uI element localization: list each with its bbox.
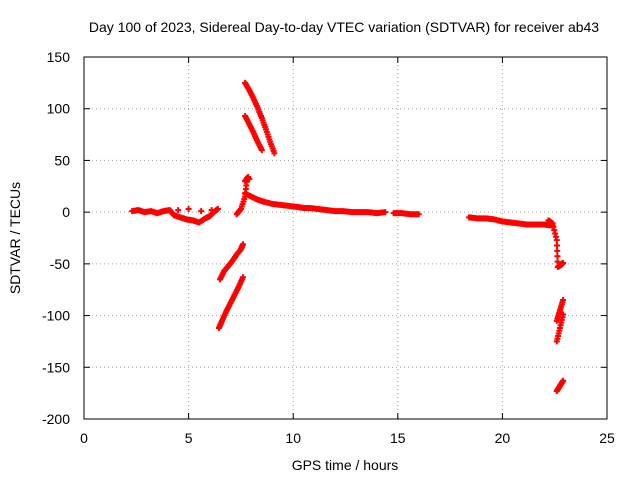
series-steep-low bbox=[242, 112, 265, 154]
y-tick-label: 150 bbox=[47, 49, 71, 65]
series-arc-a bbox=[215, 274, 246, 331]
data-point bbox=[245, 173, 252, 180]
x-tick-label: 15 bbox=[390, 430, 406, 446]
axis-ticks bbox=[83, 56, 608, 420]
series-tail bbox=[545, 217, 567, 395]
series-mid-cluster bbox=[242, 190, 389, 217]
data-points bbox=[129, 79, 567, 395]
x-axis-label: GPS time / hours bbox=[292, 457, 399, 473]
y-tick-label: 0 bbox=[62, 204, 70, 220]
series-steep-high bbox=[242, 79, 278, 157]
x-tick-label: 5 bbox=[185, 430, 193, 446]
tick-labels: 0 5 10 15 20 25 -200 -150 -100 -50 0 50 100 150 bbox=[42, 49, 615, 446]
data-point bbox=[554, 247, 561, 254]
plot-frame bbox=[83, 56, 608, 420]
data-point bbox=[382, 209, 389, 216]
data-point bbox=[185, 206, 192, 213]
data-point bbox=[208, 207, 215, 214]
x-tick-label: 20 bbox=[495, 430, 511, 446]
data-point bbox=[560, 259, 567, 266]
y-tick-label: -100 bbox=[42, 308, 70, 324]
data-point bbox=[239, 274, 246, 281]
x-tick-label: 0 bbox=[80, 430, 88, 446]
data-point bbox=[214, 206, 221, 213]
series-late-cluster bbox=[390, 210, 556, 229]
data-point bbox=[554, 242, 561, 249]
series-early-cluster bbox=[129, 206, 221, 226]
data-point bbox=[198, 208, 205, 215]
y-tick-label: -150 bbox=[42, 359, 70, 375]
data-point bbox=[553, 237, 560, 244]
y-axis-label: SDTVAR / TECUs bbox=[7, 182, 23, 294]
data-point bbox=[258, 147, 265, 154]
grid bbox=[84, 57, 607, 419]
y-tick-label: 50 bbox=[54, 152, 70, 168]
data-point bbox=[560, 311, 567, 318]
data-point bbox=[175, 207, 182, 214]
x-tick-label: 25 bbox=[599, 430, 615, 446]
data-point bbox=[415, 211, 422, 218]
series-arc-b bbox=[216, 241, 246, 283]
y-tick-label: -200 bbox=[42, 411, 70, 427]
data-point bbox=[560, 297, 567, 304]
data-point bbox=[239, 241, 246, 248]
y-tick-label: 100 bbox=[47, 101, 71, 117]
data-point bbox=[554, 253, 561, 260]
chart-title: Day 100 of 2023, Sidereal Day-to-day VTE… bbox=[89, 19, 599, 35]
data-point bbox=[271, 150, 278, 157]
data-point bbox=[560, 377, 567, 384]
y-tick-label: -50 bbox=[50, 256, 70, 272]
x-tick-label: 10 bbox=[285, 430, 301, 446]
